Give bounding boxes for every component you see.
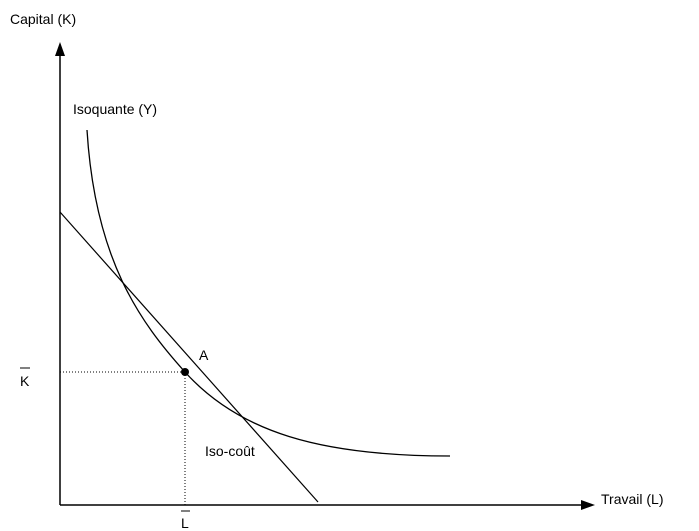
point-a xyxy=(181,368,189,376)
y-axis-label: Capital (K) xyxy=(10,11,76,27)
l-label: L xyxy=(181,515,189,531)
point-label: A xyxy=(199,347,209,363)
k-label: K xyxy=(20,373,30,389)
isocost-label: Iso-coût xyxy=(205,443,255,459)
x-arrow xyxy=(581,500,595,510)
isocost-line xyxy=(59,211,319,503)
x-axis-label: Travail (L) xyxy=(601,491,664,507)
isoquant-label: Isoquante (Y) xyxy=(73,101,157,117)
y-arrow xyxy=(55,42,65,56)
isoquant-curve xyxy=(86,129,451,457)
